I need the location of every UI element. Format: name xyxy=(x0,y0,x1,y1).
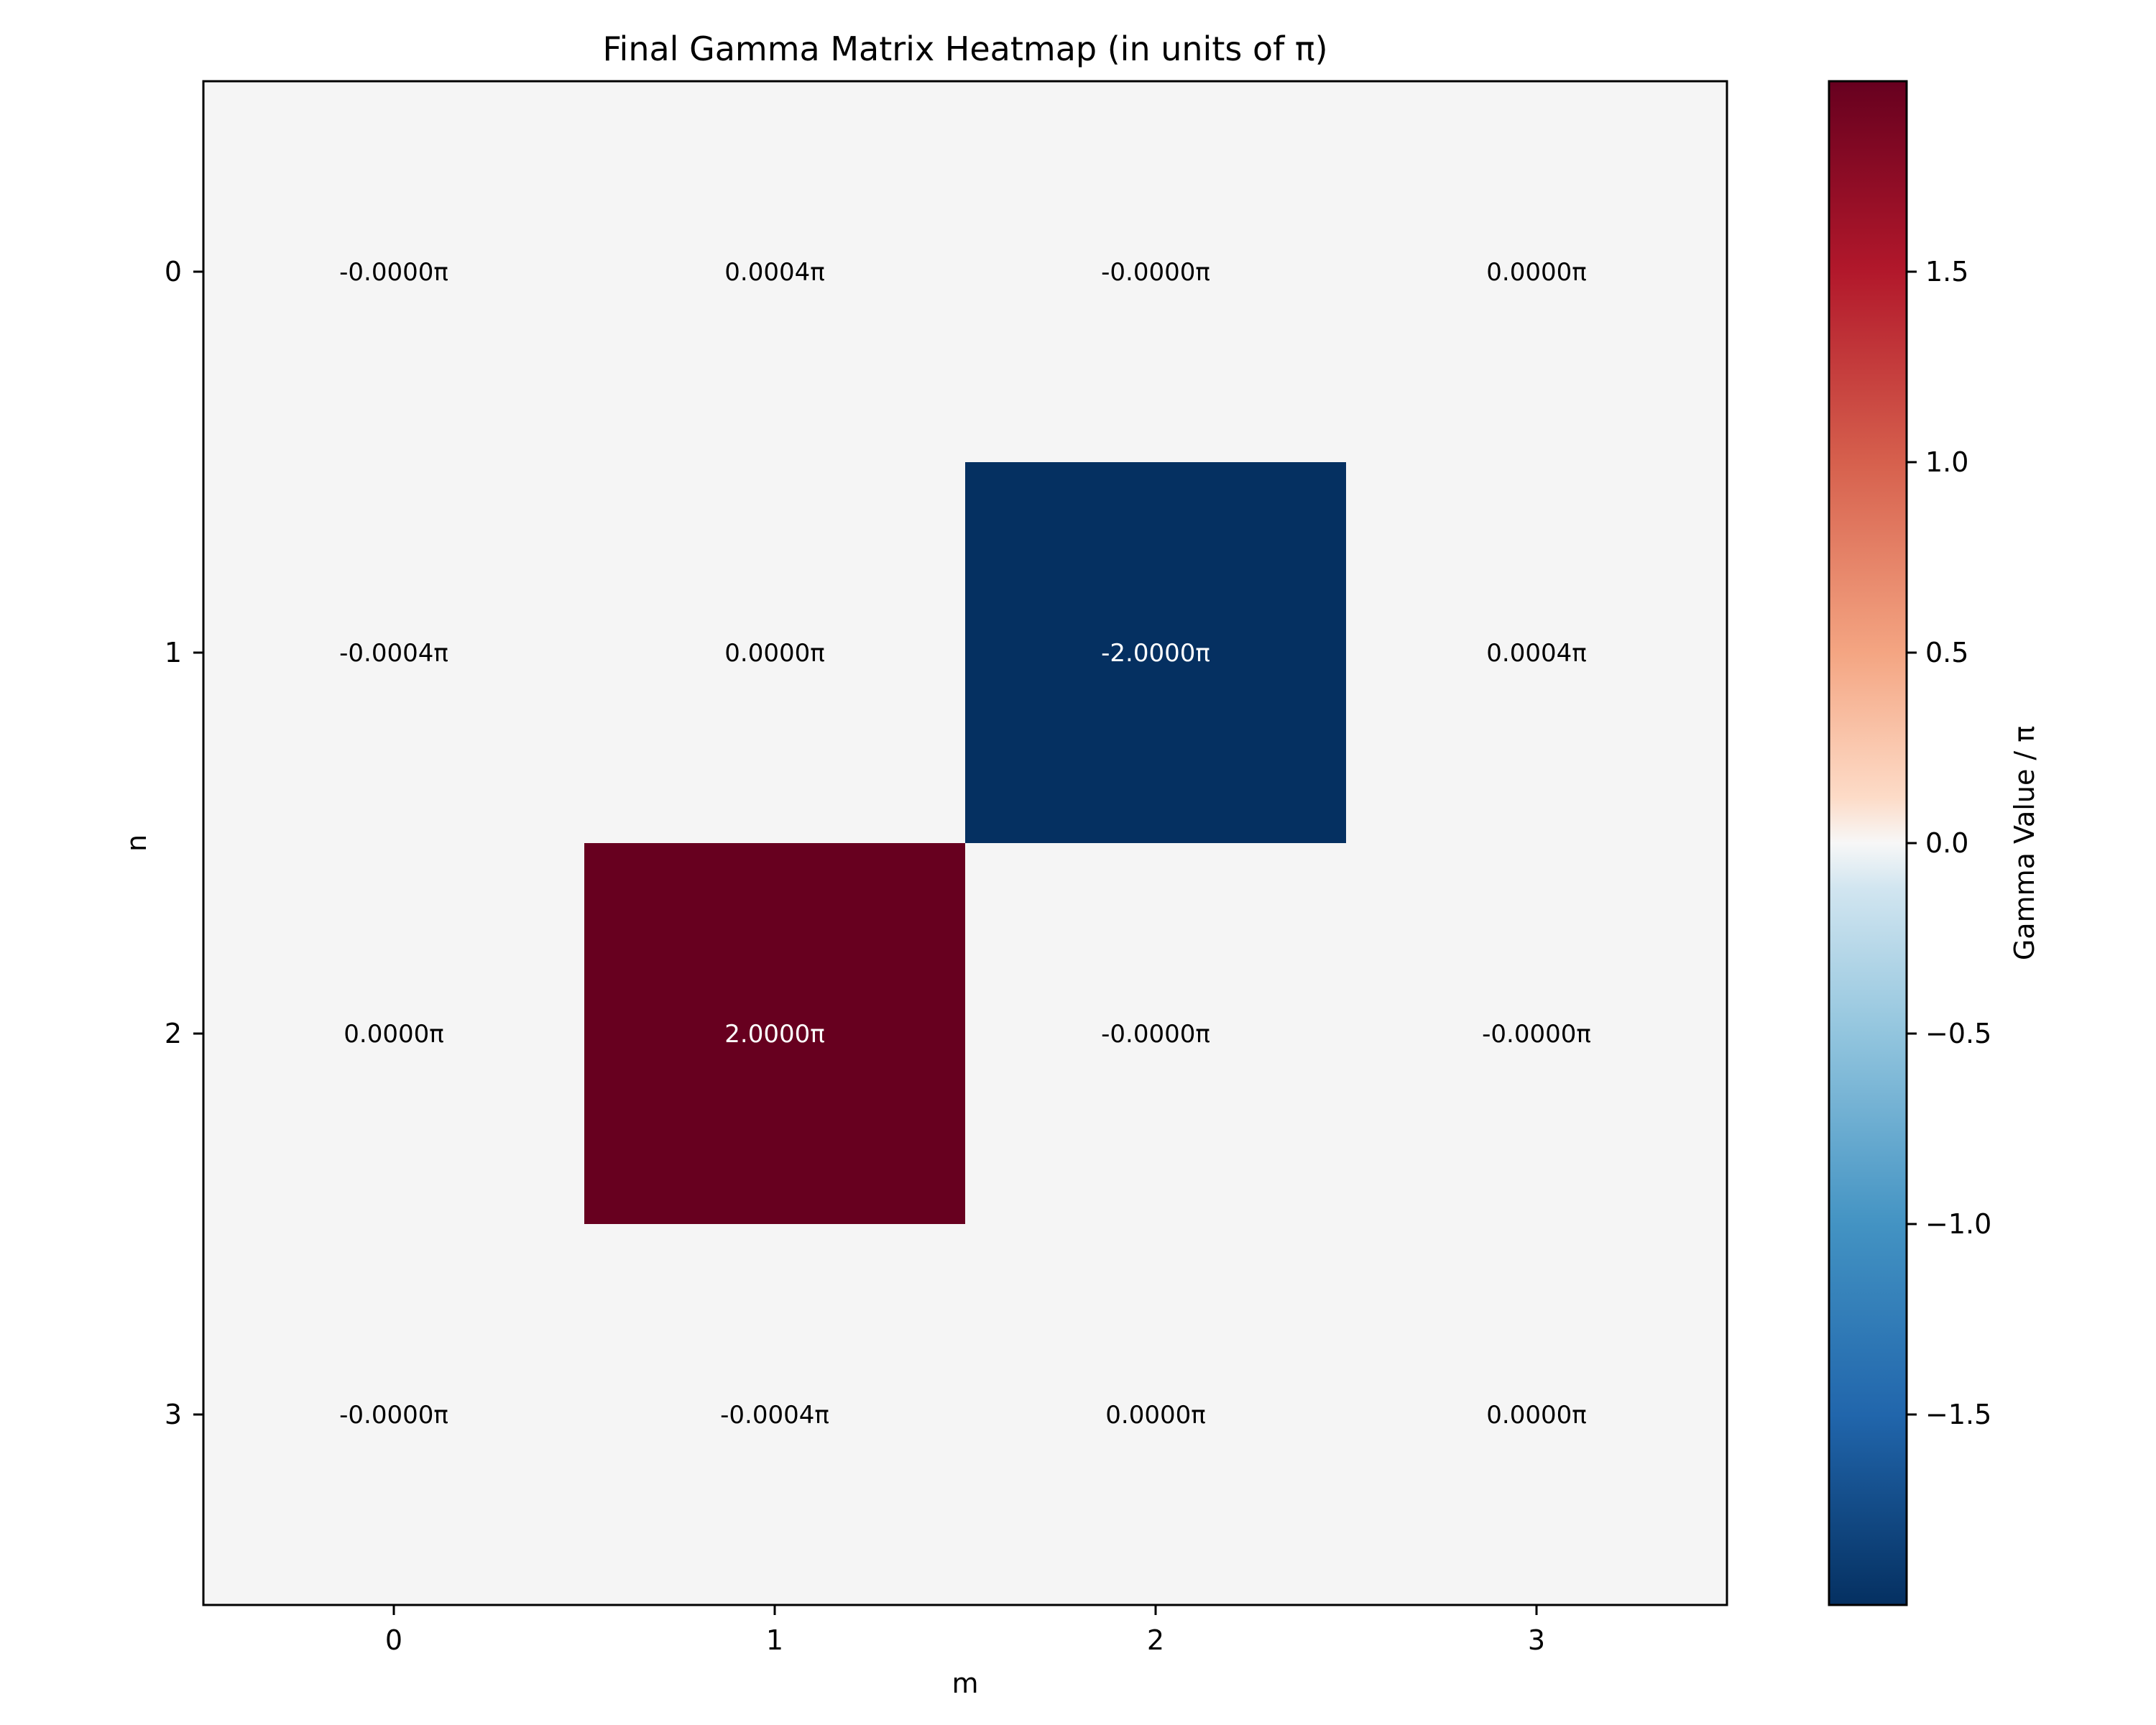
colorbar xyxy=(1828,80,1908,1606)
heatmap-cell-0-3 xyxy=(1346,81,1728,463)
heatmap-cell-2-2 xyxy=(965,843,1347,1225)
x-tick-label-3: 3 xyxy=(1528,1624,1545,1656)
heatmap-cell-3-3 xyxy=(1346,1224,1728,1606)
heatmap-cell-1-0 xyxy=(203,462,585,844)
x-axis: 0 1 2 3 xyxy=(385,1605,1545,1656)
y-axis-label: n xyxy=(121,834,152,852)
colorbar-tick-label: −1.0 xyxy=(1925,1208,1991,1240)
cell-label-0-1: 0.0004π xyxy=(724,258,824,287)
heatmap-cells xyxy=(203,81,1728,1606)
cell-label-0-2: -0.0000π xyxy=(1101,258,1210,287)
heatmap-cell-2-3 xyxy=(1346,843,1728,1225)
heatmap-cell-0-0 xyxy=(203,81,585,463)
y-tick-label-1: 1 xyxy=(165,637,182,668)
cell-label-1-3: 0.0004π xyxy=(1486,639,1586,668)
heatmap-cell-3-2 xyxy=(965,1224,1347,1606)
cell-label-0-0: -0.0000π xyxy=(339,258,448,287)
cell-label-3-2: 0.0000π xyxy=(1105,1401,1205,1430)
cell-label-1-2: -2.0000π xyxy=(1101,639,1210,668)
cell-label-2-1: 2.0000π xyxy=(724,1020,824,1049)
y-tick-label-2: 2 xyxy=(165,1018,182,1049)
heatmap-cell-1-2 xyxy=(965,462,1347,844)
colorbar-tick-label: −0.5 xyxy=(1925,1018,1991,1049)
colorbar-tick-label: 1.0 xyxy=(1925,446,1968,478)
cell-label-0-3: 0.0000π xyxy=(1486,258,1586,287)
heatmap-cell-1-3 xyxy=(1346,462,1728,844)
plot-frame xyxy=(202,80,1728,1606)
colorbar-tick-label: 0.5 xyxy=(1925,637,1968,668)
heatmap-cell-2-0 xyxy=(203,843,585,1225)
colorbar-tick-label: −1.5 xyxy=(1925,1399,1991,1430)
heatmap-cell-2-1 xyxy=(584,843,966,1225)
colorbar-label: Gamma Value / π xyxy=(2009,726,2040,960)
y-tick-label-3: 3 xyxy=(165,1399,182,1430)
chart-title: Final Gamma Matrix Heatmap (in units of … xyxy=(602,29,1327,68)
y-axis: 0 1 2 3 xyxy=(165,256,203,1430)
cell-label-2-2: -0.0000π xyxy=(1101,1020,1210,1049)
x-tick-label-2: 2 xyxy=(1147,1624,1164,1656)
x-tick-label-1: 1 xyxy=(766,1624,783,1656)
heatmap-cell-1-1 xyxy=(584,462,966,844)
cell-label-3-3: 0.0000π xyxy=(1486,1401,1586,1430)
cell-label-2-0: 0.0000π xyxy=(344,1020,443,1049)
heatmap-cell-3-1 xyxy=(584,1224,966,1606)
colorbar-axis: −1.5 −1.0 −0.5 0.0 0.5 1.0 1.5 xyxy=(1907,256,1991,1430)
colorbar-tick-label: 0.0 xyxy=(1925,827,1968,859)
heatmap-cell-3-0 xyxy=(203,1224,585,1606)
heatmap-cell-0-2 xyxy=(965,81,1347,463)
cell-label-1-0: -0.0004π xyxy=(339,639,448,668)
cell-label-1-1: 0.0000π xyxy=(724,639,824,668)
heatmap-cell-labels: -0.0000π 0.0004π -0.0000π 0.0000π -0.0004π 0.… xyxy=(339,258,1591,1430)
heatmap-cell-0-1 xyxy=(584,81,966,463)
y-tick-label-0: 0 xyxy=(165,256,182,288)
colorbar-tick-label: 1.5 xyxy=(1925,256,1968,288)
x-axis-label: m xyxy=(952,1668,978,1699)
x-tick-label-0: 0 xyxy=(385,1624,402,1656)
cell-label-3-0: -0.0000π xyxy=(339,1401,448,1430)
cell-label-3-1: -0.0004π xyxy=(720,1401,829,1430)
cell-label-2-3: -0.0000π xyxy=(1482,1020,1591,1049)
